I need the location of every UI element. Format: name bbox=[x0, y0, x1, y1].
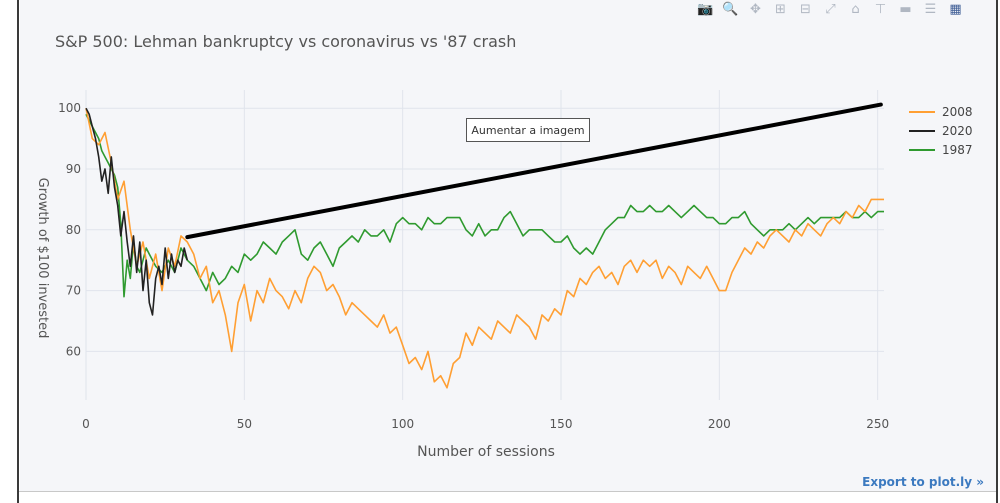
y-axis-label: Growth of $100 invested bbox=[35, 178, 50, 339]
tick-labels: 0 50 100 150 200 250 60 70 80 90 100 bbox=[58, 101, 889, 431]
plotly-logo-icon[interactable]: ▦ bbox=[949, 2, 962, 17]
series-line-2020 bbox=[85, 107, 189, 316]
y-tick-label: 60 bbox=[66, 344, 81, 358]
modebar: 📷 🔍 ✥ ⊞ ⊟ ⤢ ⌂ ⊤ ▬ ☰ ▦ bbox=[697, 0, 964, 20]
zoom-tooltip: Aumentar a imagem bbox=[466, 118, 590, 142]
hover-compare-icon[interactable]: ☰ bbox=[924, 2, 937, 17]
y-tick-label: 100 bbox=[58, 101, 81, 115]
frame-left-border bbox=[17, 0, 19, 503]
x-tick-label: 250 bbox=[866, 417, 889, 431]
legend-label-1987[interactable]: 1987 bbox=[942, 143, 973, 157]
reset-icon[interactable]: ⌂ bbox=[851, 2, 860, 17]
x-tick-label: 50 bbox=[237, 417, 252, 431]
y-tick-label: 80 bbox=[66, 223, 81, 237]
frame-right-border bbox=[996, 0, 998, 503]
x-tick-label: 200 bbox=[708, 417, 731, 431]
legend-label-2020[interactable]: 2020 bbox=[942, 124, 973, 138]
camera-icon[interactable]: 📷 bbox=[697, 2, 714, 17]
plot-panel bbox=[20, 0, 996, 491]
legend-label-2008[interactable]: 2008 bbox=[942, 105, 973, 119]
hover-closest-icon[interactable]: ▬ bbox=[899, 2, 912, 17]
x-axis-label: Number of sessions bbox=[417, 444, 555, 460]
zoom-in-icon[interactable]: ⊞ bbox=[775, 2, 786, 17]
bottom-divider bbox=[19, 491, 996, 492]
autoscale-icon[interactable]: ⤢ bbox=[825, 2, 836, 17]
y-tick-label: 70 bbox=[66, 284, 81, 298]
series-lines bbox=[85, 102, 884, 389]
pan-icon[interactable]: ✥ bbox=[750, 2, 761, 17]
export-link[interactable]: Export to plot.ly » bbox=[862, 475, 984, 489]
x-tick-label: 150 bbox=[550, 417, 573, 431]
annotation-line bbox=[185, 102, 883, 240]
zoom-icon[interactable]: 🔍 bbox=[722, 2, 739, 17]
zoom-out-icon[interactable]: ⊟ bbox=[800, 2, 811, 17]
y-tick-label: 90 bbox=[66, 162, 81, 176]
legend: 2008 2020 1987 bbox=[909, 105, 973, 157]
x-tick-label: 0 bbox=[82, 417, 90, 431]
spike-icon[interactable]: ⊤ bbox=[874, 2, 887, 17]
x-tick-label: 100 bbox=[391, 417, 414, 431]
chart-title: S&P 500: Lehman bankruptcy vs coronaviru… bbox=[55, 32, 517, 51]
series-line-2008 bbox=[85, 108, 884, 389]
